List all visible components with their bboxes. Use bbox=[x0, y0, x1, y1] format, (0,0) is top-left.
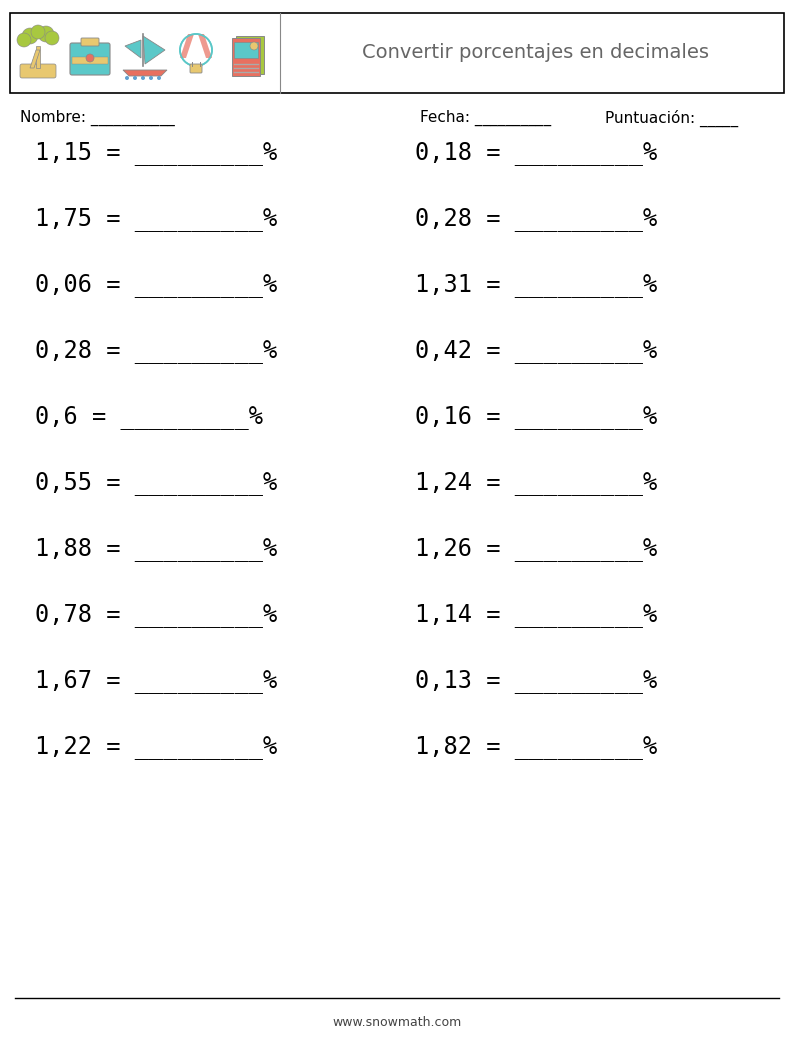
Circle shape bbox=[22, 28, 38, 44]
Text: 0,6 = _________%: 0,6 = _________% bbox=[35, 405, 263, 429]
FancyBboxPatch shape bbox=[232, 38, 260, 76]
FancyBboxPatch shape bbox=[36, 46, 40, 68]
Polygon shape bbox=[123, 69, 167, 76]
FancyBboxPatch shape bbox=[234, 42, 258, 58]
FancyBboxPatch shape bbox=[72, 57, 108, 64]
Circle shape bbox=[157, 76, 161, 80]
Circle shape bbox=[250, 42, 258, 49]
Polygon shape bbox=[30, 49, 40, 68]
Circle shape bbox=[45, 31, 59, 45]
Text: Convertir porcentajes en decimales: Convertir porcentajes en decimales bbox=[361, 43, 708, 62]
Circle shape bbox=[17, 33, 31, 47]
FancyBboxPatch shape bbox=[10, 13, 784, 93]
Text: 0,78 = _________%: 0,78 = _________% bbox=[35, 603, 277, 627]
Circle shape bbox=[133, 76, 137, 80]
Text: 1,26 = _________%: 1,26 = _________% bbox=[415, 537, 657, 561]
Text: Puntuación: _____: Puntuación: _____ bbox=[605, 110, 738, 126]
Text: 1,75 = _________%: 1,75 = _________% bbox=[35, 207, 277, 231]
Text: 1,15 = _________%: 1,15 = _________% bbox=[35, 141, 277, 165]
Circle shape bbox=[38, 26, 54, 42]
Polygon shape bbox=[143, 36, 165, 64]
Text: www.snowmath.com: www.snowmath.com bbox=[333, 1016, 461, 1030]
Polygon shape bbox=[180, 34, 194, 58]
Polygon shape bbox=[198, 34, 212, 58]
FancyBboxPatch shape bbox=[70, 43, 110, 75]
Text: 1,24 = _________%: 1,24 = _________% bbox=[415, 471, 657, 495]
Text: 0,28 = _________%: 0,28 = _________% bbox=[35, 339, 277, 363]
Circle shape bbox=[149, 76, 153, 80]
Text: 0,18 = _________%: 0,18 = _________% bbox=[415, 141, 657, 165]
Circle shape bbox=[86, 54, 94, 62]
Text: 0,42 = _________%: 0,42 = _________% bbox=[415, 339, 657, 363]
FancyBboxPatch shape bbox=[81, 38, 99, 46]
Text: 0,55 = _________%: 0,55 = _________% bbox=[35, 471, 277, 495]
Circle shape bbox=[31, 25, 45, 39]
Text: Nombre: ___________: Nombre: ___________ bbox=[20, 110, 175, 126]
FancyBboxPatch shape bbox=[20, 64, 56, 78]
Text: Fecha: __________: Fecha: __________ bbox=[420, 110, 551, 126]
Text: 0,06 = _________%: 0,06 = _________% bbox=[35, 273, 277, 297]
Text: 1,88 = _________%: 1,88 = _________% bbox=[35, 537, 277, 561]
Text: 1,67 = _________%: 1,67 = _________% bbox=[35, 669, 277, 693]
Circle shape bbox=[141, 76, 145, 80]
FancyBboxPatch shape bbox=[190, 64, 202, 73]
Text: 1,31 = _________%: 1,31 = _________% bbox=[415, 273, 657, 297]
Text: 0,13 = _________%: 0,13 = _________% bbox=[415, 669, 657, 693]
Text: 1,22 = _________%: 1,22 = _________% bbox=[35, 735, 277, 759]
FancyBboxPatch shape bbox=[236, 36, 264, 74]
Text: 0,28 = _________%: 0,28 = _________% bbox=[415, 207, 657, 231]
Circle shape bbox=[125, 76, 129, 80]
Polygon shape bbox=[125, 40, 141, 58]
Text: 0,16 = _________%: 0,16 = _________% bbox=[415, 405, 657, 429]
Text: 1,14 = _________%: 1,14 = _________% bbox=[415, 603, 657, 627]
Text: 1,82 = _________%: 1,82 = _________% bbox=[415, 735, 657, 759]
